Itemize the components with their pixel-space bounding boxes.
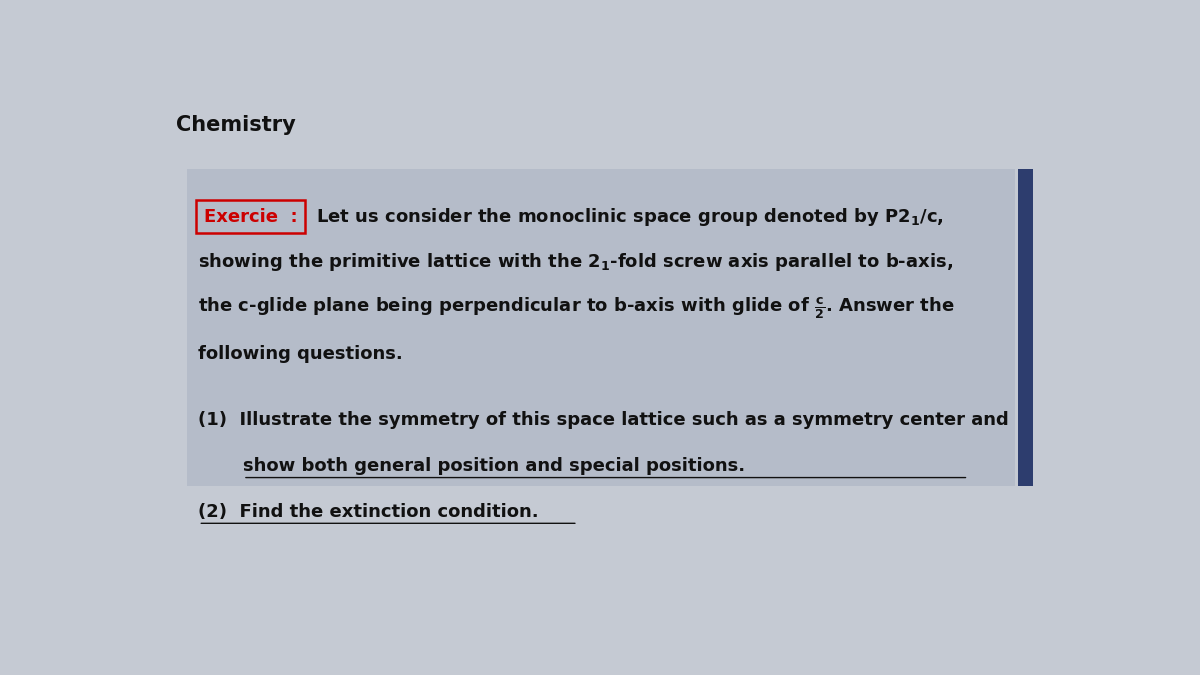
Text: show both general position and special positions.: show both general position and special p… <box>242 457 745 475</box>
FancyBboxPatch shape <box>187 169 1015 487</box>
Text: Let us consider the monoclinic space group denoted by $\mathbf{P2_1/c}$,: Let us consider the monoclinic space gro… <box>317 206 944 227</box>
Text: Chemistry: Chemistry <box>176 115 295 135</box>
Text: following questions.: following questions. <box>198 345 403 363</box>
Text: (1)  Illustrate the symmetry of this space lattice such as a symmetry center and: (1) Illustrate the symmetry of this spac… <box>198 411 1009 429</box>
Text: Exercie  :: Exercie : <box>204 208 298 225</box>
FancyBboxPatch shape <box>1018 169 1032 487</box>
Text: the $\mathbf{c}$-glide plane being perpendicular to $\mathbf{b}$-axis with glide: the $\mathbf{c}$-glide plane being perpe… <box>198 295 955 321</box>
Text: showing the primitive lattice with the 2$_\mathbf{1}$-fold screw axis parallel t: showing the primitive lattice with the 2… <box>198 251 954 273</box>
Text: (2)  Find the extinction condition.: (2) Find the extinction condition. <box>198 503 539 521</box>
